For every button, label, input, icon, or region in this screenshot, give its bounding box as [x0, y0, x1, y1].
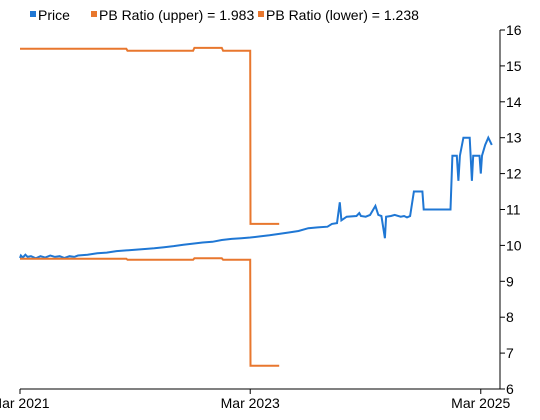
series-line-price [19, 135, 493, 260]
legend-swatch-pb-upper [91, 11, 97, 17]
series-layer [19, 46, 493, 367]
x-tick-label: Mar 2021 [0, 395, 50, 411]
series-line-pb-ratio-upper [20, 46, 280, 225]
plot-area: 6 7 8 9 10 11 12 13 14 15 16 Mar 2021 Mar 2023 Mar 20… [0, 22, 522, 411]
y-tick-label: 14 [506, 94, 522, 110]
legend-swatch-price [30, 11, 36, 17]
y-tick-label: 15 [506, 58, 522, 74]
legend-label-price: Price [38, 7, 70, 23]
y-tick-label: 10 [506, 237, 522, 253]
y-tick-label: 12 [506, 166, 522, 182]
x-tick-label: Mar 2023 [221, 395, 280, 411]
axes-layer: 6 7 8 9 10 11 12 13 14 15 16 Mar 2021 Mar 2023 Mar 20… [0, 22, 522, 411]
y-tick-label: 13 [506, 130, 522, 146]
y-tick-label: 7 [506, 345, 514, 361]
chart-legend: Price PB Ratio (upper) = 1.983 PB Ratio … [30, 7, 419, 23]
y-tick-label: 9 [506, 273, 514, 289]
legend-swatch-pb-lower [258, 11, 264, 17]
series-line-pb-ratio-lower [20, 257, 280, 367]
y-tick-label: 11 [506, 202, 521, 218]
y-tick-label: 6 [506, 381, 514, 397]
legend-label-pb-lower: PB Ratio (lower) = 1.238 [266, 7, 419, 23]
legend-label-pb-upper: PB Ratio (upper) = 1.983 [99, 7, 254, 23]
y-tick-label: 8 [506, 309, 514, 325]
x-tick-label: Mar 2025 [451, 395, 510, 411]
y-tick-label: 16 [506, 22, 522, 38]
